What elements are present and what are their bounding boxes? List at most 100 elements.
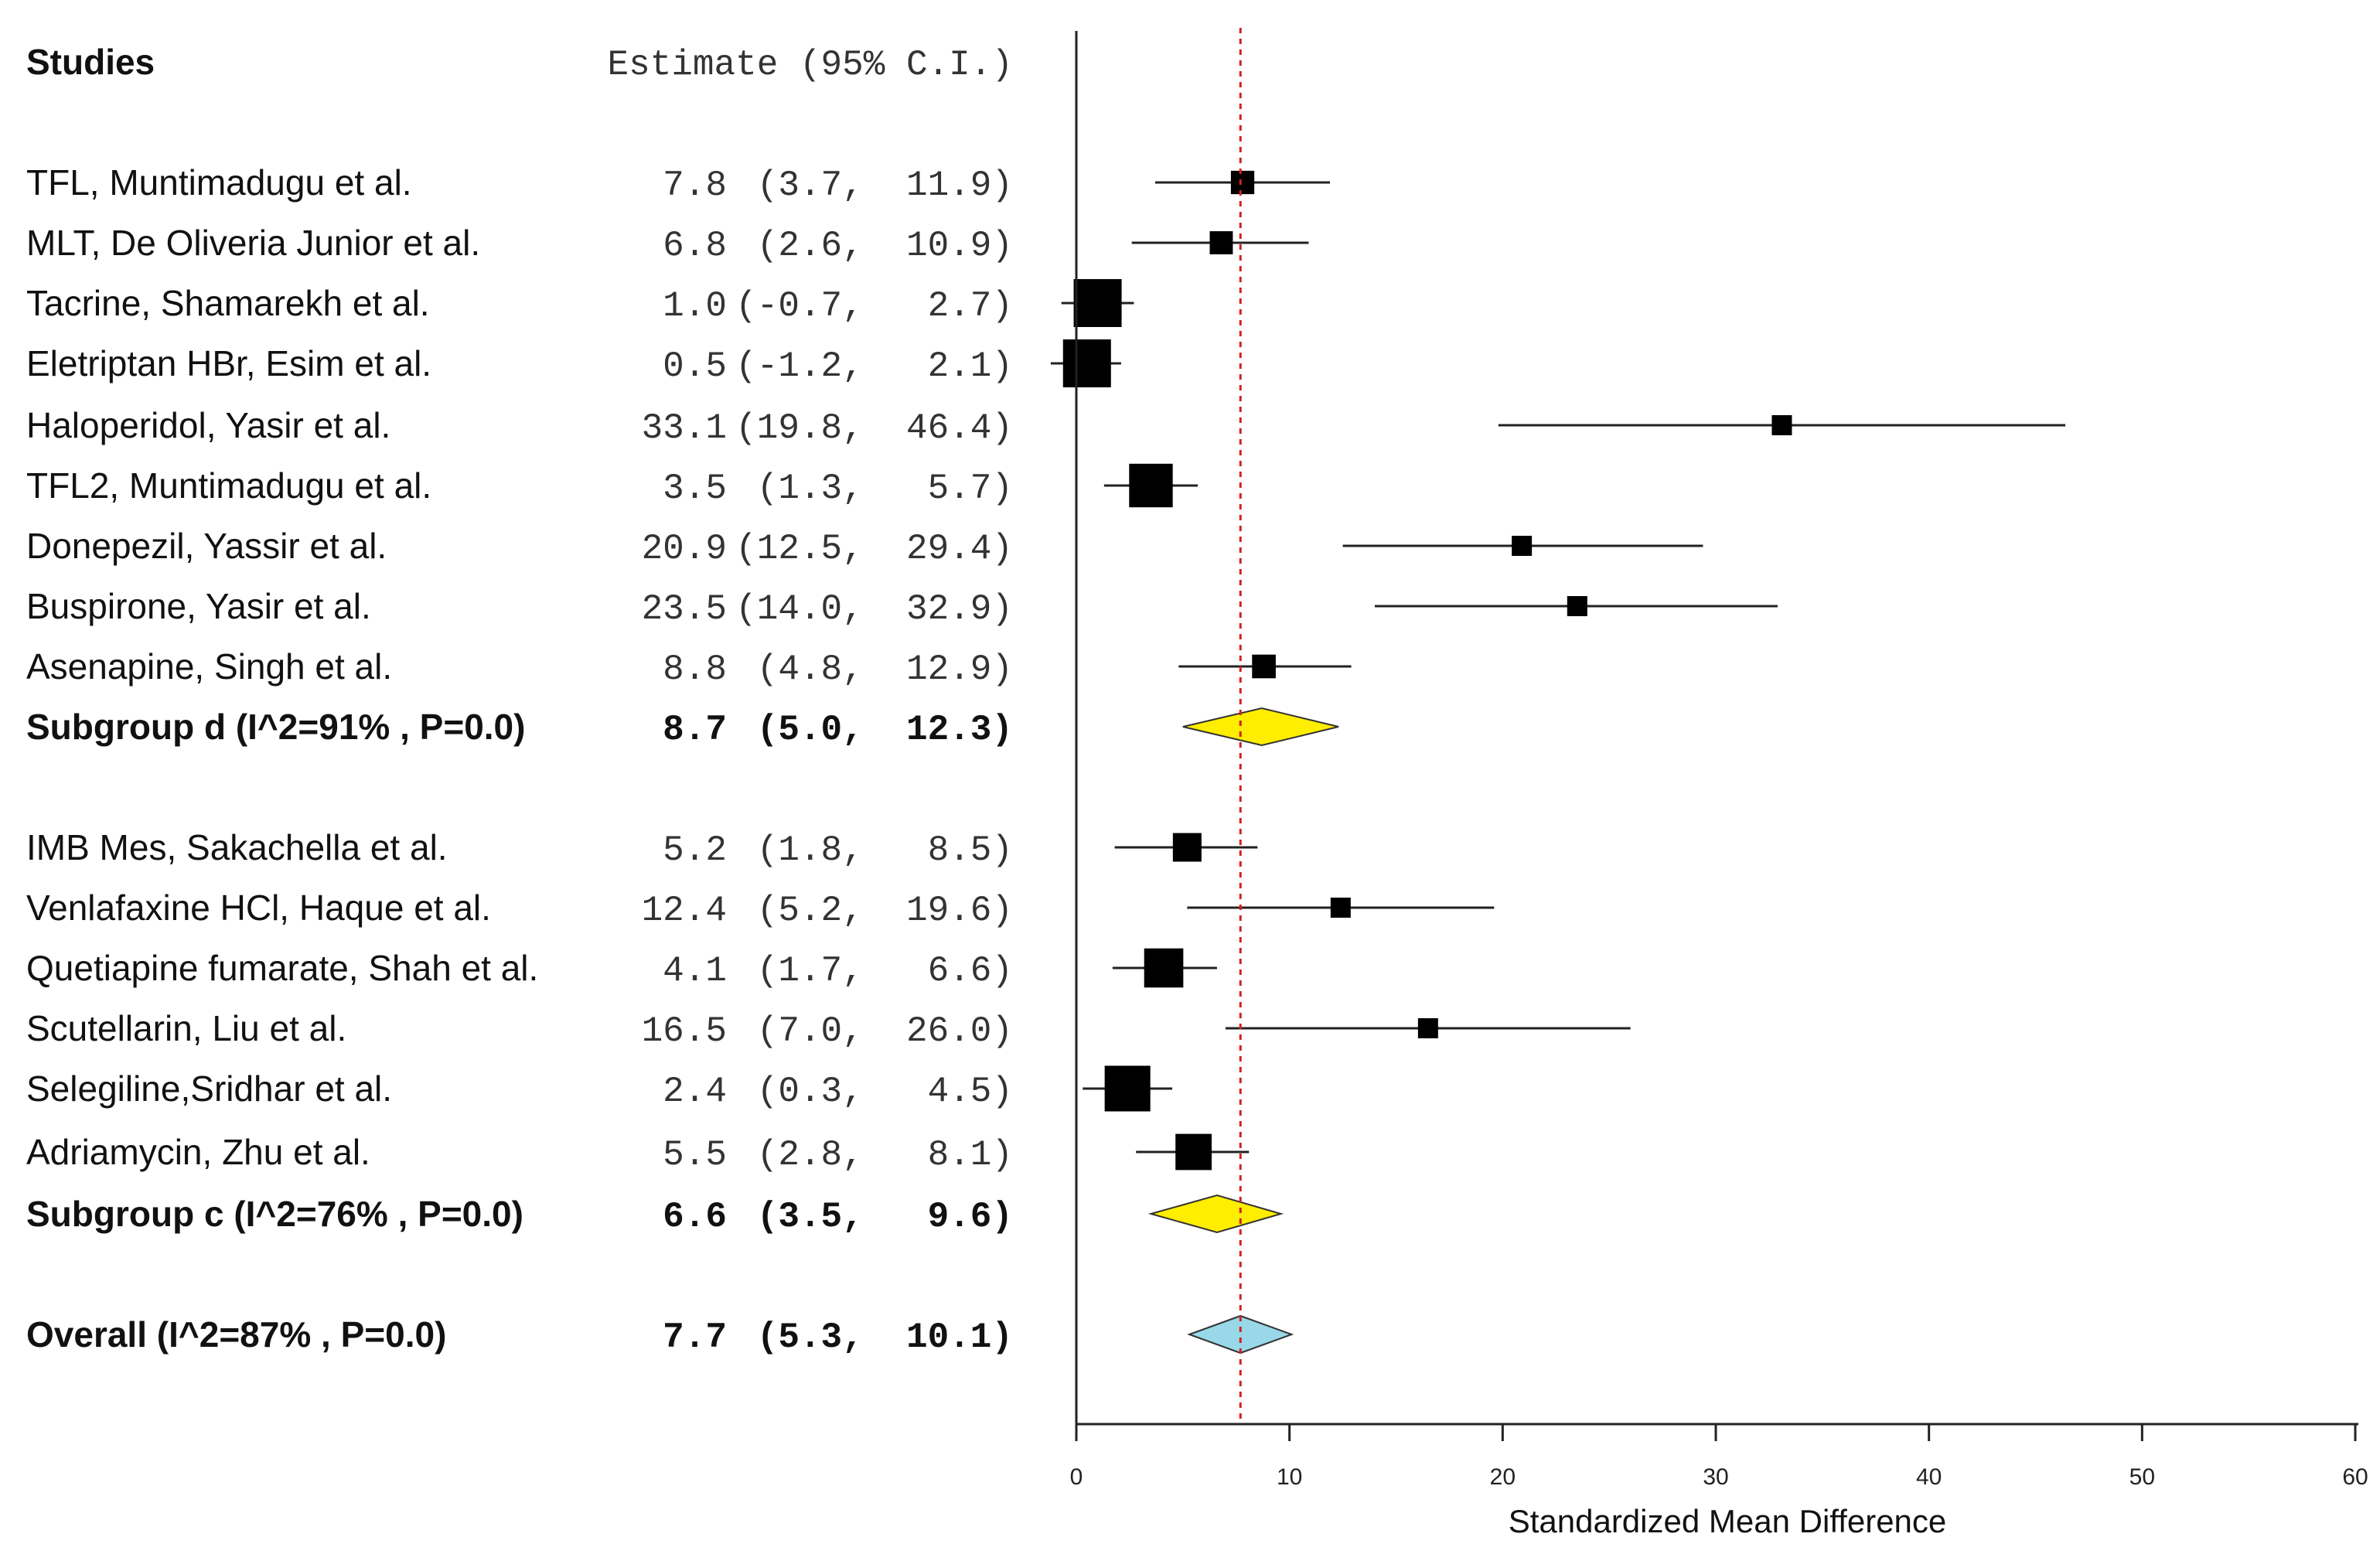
row-estimate: 6.8 [663, 226, 727, 266]
row-ci: (1.3, 5.7) [757, 469, 1013, 509]
point-estimate-marker [1230, 170, 1255, 195]
row-label: Eletriptan HBr, Esim et al. [26, 343, 431, 383]
x-tick-label: 60 [2342, 1464, 2368, 1490]
study-row: Donepezil, Yassir et al. 20.9 (12.5, 29.4) [26, 526, 1703, 569]
summary-diamond [1187, 1314, 1294, 1355]
study-row: Scutellarin, Liu et al. 16.5 (7.0, 26.0) [26, 1008, 1631, 1051]
study-row: Haloperidol, Yasir et al. 33.1 (19.8, 46.4… [26, 405, 2066, 448]
study-row: Eletriptan HBr, Esim et al. 0.5 (-1.2, 2.1… [26, 339, 1121, 387]
row-estimate: 8.8 [663, 649, 727, 690]
point-estimate-marker [1073, 279, 1122, 327]
point-estimate-marker [1104, 1065, 1151, 1112]
row-ci: (14.0, 32.9) [735, 589, 1013, 629]
study-row: Venlafaxine HCl, Haque et al. 12.4 (5.2, 1… [26, 888, 1495, 931]
row-label: Quetiapine fumarate, Shah et al. [26, 948, 538, 988]
point-estimate-marker [1062, 339, 1111, 387]
row-estimate: 16.5 [642, 1011, 727, 1051]
row-label: Tacrine, Shamarekh et al. [26, 283, 430, 323]
row-ci: (3.5, 9.6) [757, 1197, 1013, 1237]
row-label: Venlafaxine HCl, Haque et al. [26, 888, 491, 928]
row-label: TFL2, Muntimadugu et al. [26, 465, 431, 506]
row-ci: (7.0, 26.0) [757, 1011, 1013, 1051]
row-ci: (5.2, 19.6) [757, 891, 1013, 931]
x-tick-label: 30 [1703, 1464, 1728, 1490]
row-ci: (2.8, 8.1) [757, 1135, 1013, 1175]
study-row: TFL2, Muntimadugu et al. 3.5 (1.3, 5.7) [26, 463, 1199, 509]
row-estimate: 3.5 [663, 469, 727, 509]
study-row: Selegiline,Sridhar et al. 2.4 (0.3, 4.5) [26, 1065, 1173, 1112]
row-ci: (-1.2, 2.1) [735, 346, 1013, 387]
row-label: IMB Mes, Sakachella et al. [26, 827, 448, 867]
x-axis-ticks: 0 10 20 30 40 50 60 [1070, 1424, 2368, 1490]
point-estimate-marker [1209, 231, 1233, 254]
row-ci: (4.8, 12.9) [757, 649, 1013, 690]
row-label: Selegiline,Sridhar et al. [26, 1068, 392, 1109]
row-label: Buspirone, Yasir et al. [26, 586, 371, 626]
row-ci: (2.6, 10.9) [757, 226, 1013, 266]
row-estimate: 2.4 [663, 1072, 727, 1112]
row-estimate: 0.5 [663, 346, 727, 387]
study-row: IMB Mes, Sakachella et al. 5.2 (1.8, 8.5) [26, 827, 1258, 871]
row-ci: (-0.7, 2.7) [735, 286, 1013, 326]
row-estimate: 20.9 [642, 529, 727, 569]
row-ci: (0.3, 4.5) [757, 1072, 1013, 1112]
row-ci: (1.8, 8.5) [757, 830, 1013, 871]
summary-diamond [1182, 707, 1339, 747]
row-ci: (5.3, 10.1) [757, 1317, 1013, 1358]
row-estimate: 23.5 [642, 589, 727, 629]
row-label: Overall (I^2=87% , P=0.0) [26, 1314, 446, 1355]
point-estimate-marker [1512, 536, 1533, 556]
row-label: MLT, De Oliveria Junior et al. [26, 223, 480, 263]
x-tick-label: 40 [1916, 1464, 1942, 1490]
estimate-header: Estimate (95% C.I.) [608, 45, 1014, 85]
row-estimate: 6.6 [663, 1197, 727, 1237]
point-estimate-marker [1771, 415, 1792, 435]
row-ci: (12.5, 29.4) [735, 529, 1013, 569]
row-ci: (1.7, 6.6) [757, 951, 1013, 991]
point-estimate-marker [1252, 654, 1276, 679]
point-estimate-marker [1129, 463, 1173, 508]
row-estimate: 1.0 [663, 286, 727, 326]
row-estimate: 4.1 [663, 951, 727, 991]
study-row: Quetiapine fumarate, Shah et al. 4.1 (1.7,… [26, 948, 1217, 991]
row-ci: (19.8, 46.4) [735, 408, 1013, 448]
point-estimate-marker [1567, 596, 1587, 616]
row-estimate: 7.7 [663, 1317, 727, 1358]
row-ci: (5.0, 12.3) [757, 710, 1013, 750]
x-axis-label: Standardized Mean Difference [1509, 1503, 1947, 1539]
x-tick-label: 20 [1490, 1464, 1516, 1490]
summary-row: Subgroup d (I^2=91% , P=0.0) 8.7 (5.0, 12.… [26, 707, 1339, 750]
study-row: Tacrine, Shamarekh et al. 1.0 (-0.7, 2.7) [26, 279, 1134, 327]
summary-row: Subgroup c (I^2=76% , P=0.0) 6.6 (3.5, 9.6… [26, 1194, 1284, 1237]
row-label: Haloperidol, Yasir et al. [26, 405, 390, 445]
row-label: Scutellarin, Liu et al. [26, 1008, 346, 1048]
x-tick-label: 50 [2129, 1464, 2155, 1490]
row-estimate: 5.2 [663, 830, 727, 871]
row-estimate: 7.8 [663, 165, 727, 206]
point-estimate-marker [1144, 948, 1184, 988]
study-row: MLT, De Oliveria Junior et al. 6.8 (2.6, 1… [26, 223, 1309, 266]
row-estimate: 12.4 [642, 891, 727, 931]
summary-row: Overall (I^2=87% , P=0.0) 7.7 (5.3, 10.1) [26, 1314, 1294, 1358]
point-estimate-marker [1172, 833, 1202, 862]
row-estimate: 8.7 [663, 710, 727, 750]
x-tick-label: 0 [1070, 1464, 1083, 1490]
summary-diamond [1147, 1194, 1284, 1234]
row-label: Donepezil, Yassir et al. [26, 526, 387, 566]
forest-rows: TFL, Muntimadugu et al. 7.8 (3.7, 11.9) MLT… [26, 162, 2066, 1358]
point-estimate-marker [1417, 1018, 1438, 1038]
row-label: Asenapine, Singh et al. [26, 646, 392, 687]
row-estimate: 33.1 [642, 408, 727, 448]
row-ci: (3.7, 11.9) [757, 165, 1013, 206]
row-label: TFL, Muntimadugu et al. [26, 162, 412, 203]
study-row: Buspirone, Yasir et al. 23.5 (14.0, 32.9) [26, 586, 1778, 629]
x-tick-label: 10 [1277, 1464, 1302, 1490]
row-estimate: 5.5 [663, 1135, 727, 1175]
point-estimate-marker [1175, 1133, 1212, 1171]
row-label: Subgroup d (I^2=91% , P=0.0) [26, 707, 525, 747]
studies-header: Studies [26, 42, 155, 82]
study-row: Asenapine, Singh et al. 8.8 (4.8, 12.9) [26, 646, 1352, 690]
study-row: TFL, Muntimadugu et al. 7.8 (3.7, 11.9) [26, 162, 1331, 206]
study-row: Adriamycin, Zhu et al. 5.5 (2.8, 8.1) [26, 1132, 1250, 1175]
